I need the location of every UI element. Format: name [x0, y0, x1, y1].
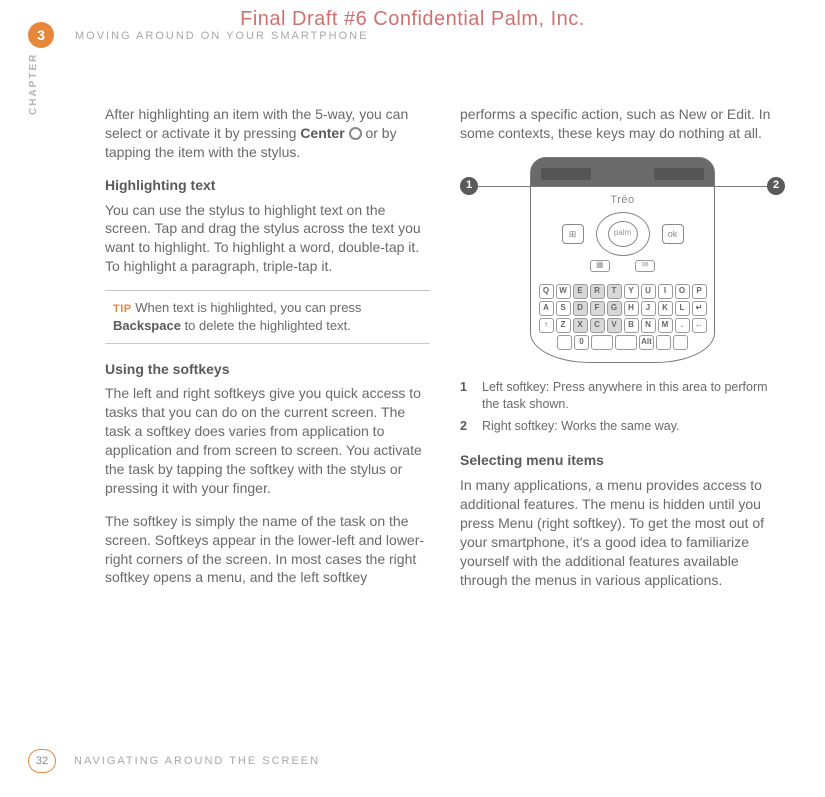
footer-section-title: NAVIGATING AROUND THE SCREEN [74, 755, 320, 767]
tip-label: TIP [113, 303, 132, 315]
highlighting-text-heading: Highlighting text [105, 176, 430, 195]
key: . [675, 318, 690, 333]
key: V [607, 318, 622, 333]
key: X [573, 318, 588, 333]
key: W [556, 284, 571, 299]
running-head: MOVING AROUND ON YOUR SMARTPHONE [75, 30, 368, 42]
kbd-row-3: ↑ Z X C V B N M . ← [537, 318, 708, 333]
key: B [624, 318, 639, 333]
key: Alt [639, 335, 654, 350]
menu-items-paragraph: In many applications, a menu provides ac… [460, 476, 785, 589]
tip-text: to delete the highlighted text. [181, 318, 351, 333]
home-key-icon: ▦ [590, 260, 610, 272]
key: 0 [574, 335, 589, 350]
key: Y [624, 284, 639, 299]
smartphone-outline: Trēo ⊞ palm ok ▦ ✉ Q [530, 157, 715, 363]
caption-num: 2 [460, 418, 470, 436]
mail-key-icon: ✉ [635, 260, 655, 272]
device-brand: Trēo [539, 193, 706, 208]
key: K [658, 301, 673, 316]
kbd-row-2: A S D F G H J K L ↵ [537, 301, 708, 316]
caption-1: 1 Left softkey: Press anywhere in this a… [460, 379, 785, 414]
spacebar-key [591, 335, 613, 350]
key: D [573, 301, 588, 316]
callout-2-badge: 2 [767, 177, 785, 195]
key: Q [539, 284, 554, 299]
key [557, 335, 572, 350]
highlighting-text-paragraph: You can use the stylus to highlight text… [105, 201, 430, 277]
selecting-menu-items-heading: Selecting menu items [460, 451, 785, 470]
kbd-row-1: Q W E R T Y U I O P [537, 284, 708, 299]
intro-paragraph: After highlighting an item with the 5-wa… [105, 105, 430, 162]
caption-num: 1 [460, 379, 470, 414]
key: F [590, 301, 605, 316]
key: G [607, 301, 622, 316]
windows-key-icon: ⊞ [562, 224, 584, 244]
center-key-label: Center [300, 125, 344, 141]
callout-1-line [478, 186, 538, 187]
key: ← [692, 318, 707, 333]
key: H [624, 301, 639, 316]
chapter-number-badge: 3 [28, 22, 54, 48]
key: N [641, 318, 656, 333]
five-way-nav: palm [596, 212, 650, 256]
content-area: After highlighting an item with the 5-wa… [105, 105, 785, 604]
key: ↑ [539, 318, 554, 333]
callout-caption-list: 1 Left softkey: Press anywhere in this a… [460, 379, 785, 436]
tip-box: TIP When text is highlighted, you can pr… [105, 290, 430, 343]
key: P [692, 284, 707, 299]
center-button: palm [608, 221, 638, 247]
key: M [658, 318, 673, 333]
caption-text: Right softkey: Works the same way. [482, 418, 680, 436]
softkeys-paragraph-2: The softkey is simply the name of the ta… [105, 512, 430, 588]
ok-key: ok [662, 224, 684, 244]
key: R [590, 284, 605, 299]
key: I [658, 284, 673, 299]
device-keyboard: Q W E R T Y U I O P A S D [530, 280, 715, 363]
key: O [675, 284, 690, 299]
page-number-badge: 32 [28, 749, 56, 773]
key: S [556, 301, 571, 316]
device-illustration: 1 2 Trēo ⊞ palm ok ▦ ✉ [460, 157, 785, 367]
caption-2: 2 Right softkey: Works the same way. [460, 418, 785, 436]
key: U [641, 284, 656, 299]
caption-text: Left softkey: Press anywhere in this are… [482, 379, 785, 414]
device-screen-bottom [530, 157, 715, 187]
chapter-side-label: CHAPTER [28, 53, 39, 115]
key: Z [556, 318, 571, 333]
backspace-label: Backspace [113, 318, 181, 333]
key: J [641, 301, 656, 316]
center-ring-icon [349, 127, 362, 140]
softkeys-paragraph-1: The left and right softkeys give you qui… [105, 384, 430, 497]
key: A [539, 301, 554, 316]
device-nav-area: Trēo ⊞ palm ok ▦ ✉ [530, 187, 715, 280]
callout-1-badge: 1 [460, 177, 478, 195]
key [673, 335, 688, 350]
key: E [573, 284, 588, 299]
spacebar-key [615, 335, 637, 350]
right-column: performs a specific action, such as New … [460, 105, 785, 604]
key: ↵ [692, 301, 707, 316]
key: C [590, 318, 605, 333]
callout-2-line [707, 186, 767, 187]
softkeys-continuation: performs a specific action, such as New … [460, 105, 785, 143]
kbd-row-4: 0 Alt [537, 335, 708, 350]
page-footer: 32 NAVIGATING AROUND THE SCREEN [28, 749, 320, 773]
key: L [675, 301, 690, 316]
tip-text: When text is highlighted, you can press [135, 300, 361, 315]
key [656, 335, 671, 350]
watermark-header: Final Draft #6 Confidential Palm, Inc. [0, 8, 825, 31]
key: T [607, 284, 622, 299]
using-softkeys-heading: Using the softkeys [105, 360, 430, 379]
left-column: After highlighting an item with the 5-wa… [105, 105, 430, 604]
